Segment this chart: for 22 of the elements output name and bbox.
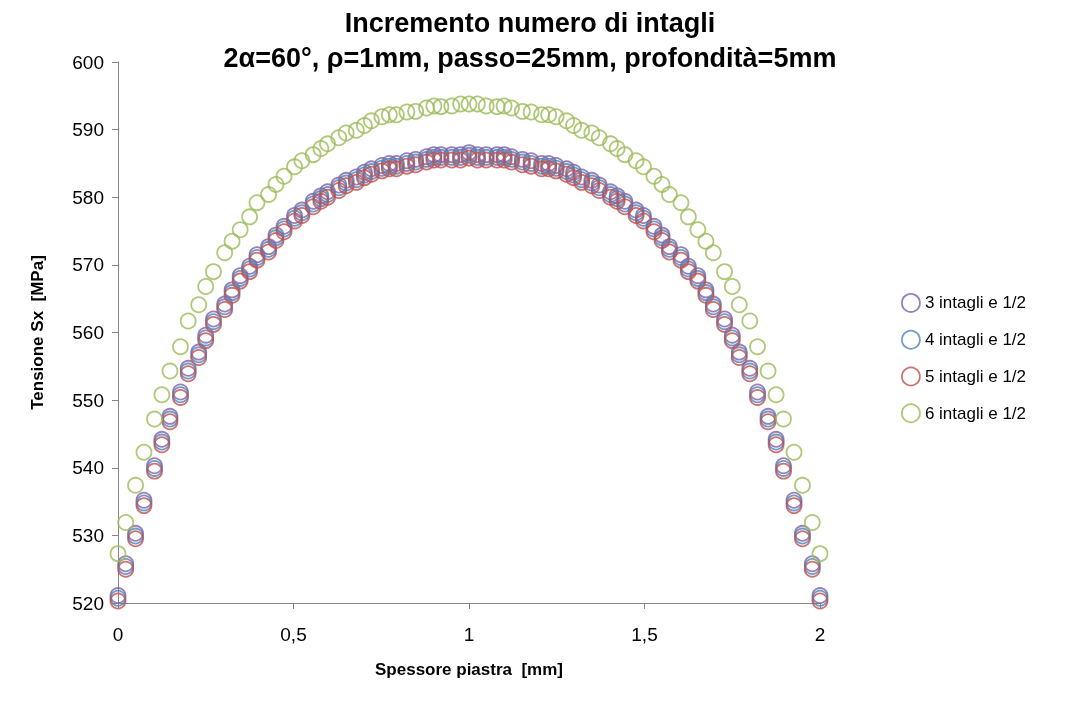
y-axis-title: Tensione Sx [MPa]	[28, 255, 47, 410]
x-tick-label: 0,5	[280, 624, 307, 645]
x-tick-label: 1,5	[631, 624, 658, 645]
y-tick-label: 580	[72, 186, 104, 208]
x-axis-title: Spessore piastra [mm]	[374, 660, 564, 679]
legend-label: 4 intagli e 1/2	[924, 330, 1027, 350]
legend-label: 3 intagli e 1/2	[924, 293, 1027, 313]
y-tick-label: 540	[72, 457, 104, 479]
legend-label: 6 intagli e 1/2	[924, 403, 1027, 423]
x-tick-label: 1	[463, 624, 475, 645]
y-tick-label: 590	[72, 119, 104, 141]
y-tick-label: 570	[72, 254, 104, 276]
y-tick-label: 520	[72, 592, 104, 614]
y-tick-label: 560	[72, 322, 104, 343]
y-tick-label: 550	[72, 389, 104, 411]
x-tick-label: 0	[112, 624, 124, 645]
y-tick-label: 600	[72, 51, 104, 73]
y-tick-label: 530	[72, 524, 104, 546]
chart-title: Incremento numero di intagli	[344, 7, 716, 38]
chart-subtitle: 2α=60°, ρ=1mm, passo=25mm, profondità=5mm	[223, 42, 837, 73]
legend-label: 5 intagli e 1/2	[924, 367, 1027, 386]
x-tick-label: 2	[814, 624, 826, 645]
